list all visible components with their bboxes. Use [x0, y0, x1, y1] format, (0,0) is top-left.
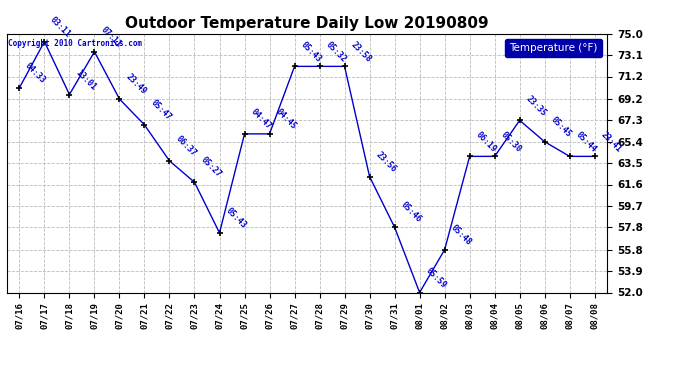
Text: 06:19: 06:19 — [474, 129, 498, 154]
Text: 05:47: 05:47 — [148, 98, 172, 122]
Text: 04:33: 04:33 — [23, 61, 48, 85]
Text: 05:43: 05:43 — [299, 39, 323, 64]
Text: 05:27: 05:27 — [199, 155, 223, 180]
Text: 05:30: 05:30 — [499, 129, 523, 154]
Text: 05:48: 05:48 — [448, 223, 473, 247]
Text: 23:58: 23:58 — [348, 39, 373, 64]
Text: 07:11: 07:11 — [99, 25, 123, 49]
Text: 05:44: 05:44 — [574, 129, 598, 154]
Title: Outdoor Temperature Daily Low 20190809: Outdoor Temperature Daily Low 20190809 — [126, 16, 489, 31]
Legend: Temperature (°F): Temperature (°F) — [505, 39, 602, 57]
Text: 23:41: 23:41 — [599, 129, 623, 154]
Text: 23:49: 23:49 — [124, 72, 148, 96]
Text: 04:45: 04:45 — [274, 107, 298, 131]
Text: Copyright 2010 Cartronics.com: Copyright 2010 Cartronics.com — [8, 39, 142, 48]
Text: 23:35: 23:35 — [524, 93, 548, 118]
Text: 05:43: 05:43 — [224, 206, 248, 230]
Text: 23:56: 23:56 — [374, 150, 398, 174]
Text: 05:45: 05:45 — [549, 115, 573, 139]
Text: 05:59: 05:59 — [424, 266, 448, 290]
Text: 05:32: 05:32 — [324, 39, 348, 64]
Text: 03:11: 03:11 — [48, 15, 72, 39]
Text: 05:46: 05:46 — [399, 200, 423, 225]
Text: 04:47: 04:47 — [248, 107, 273, 131]
Text: 13:01: 13:01 — [74, 68, 98, 92]
Text: 06:37: 06:37 — [174, 134, 198, 158]
